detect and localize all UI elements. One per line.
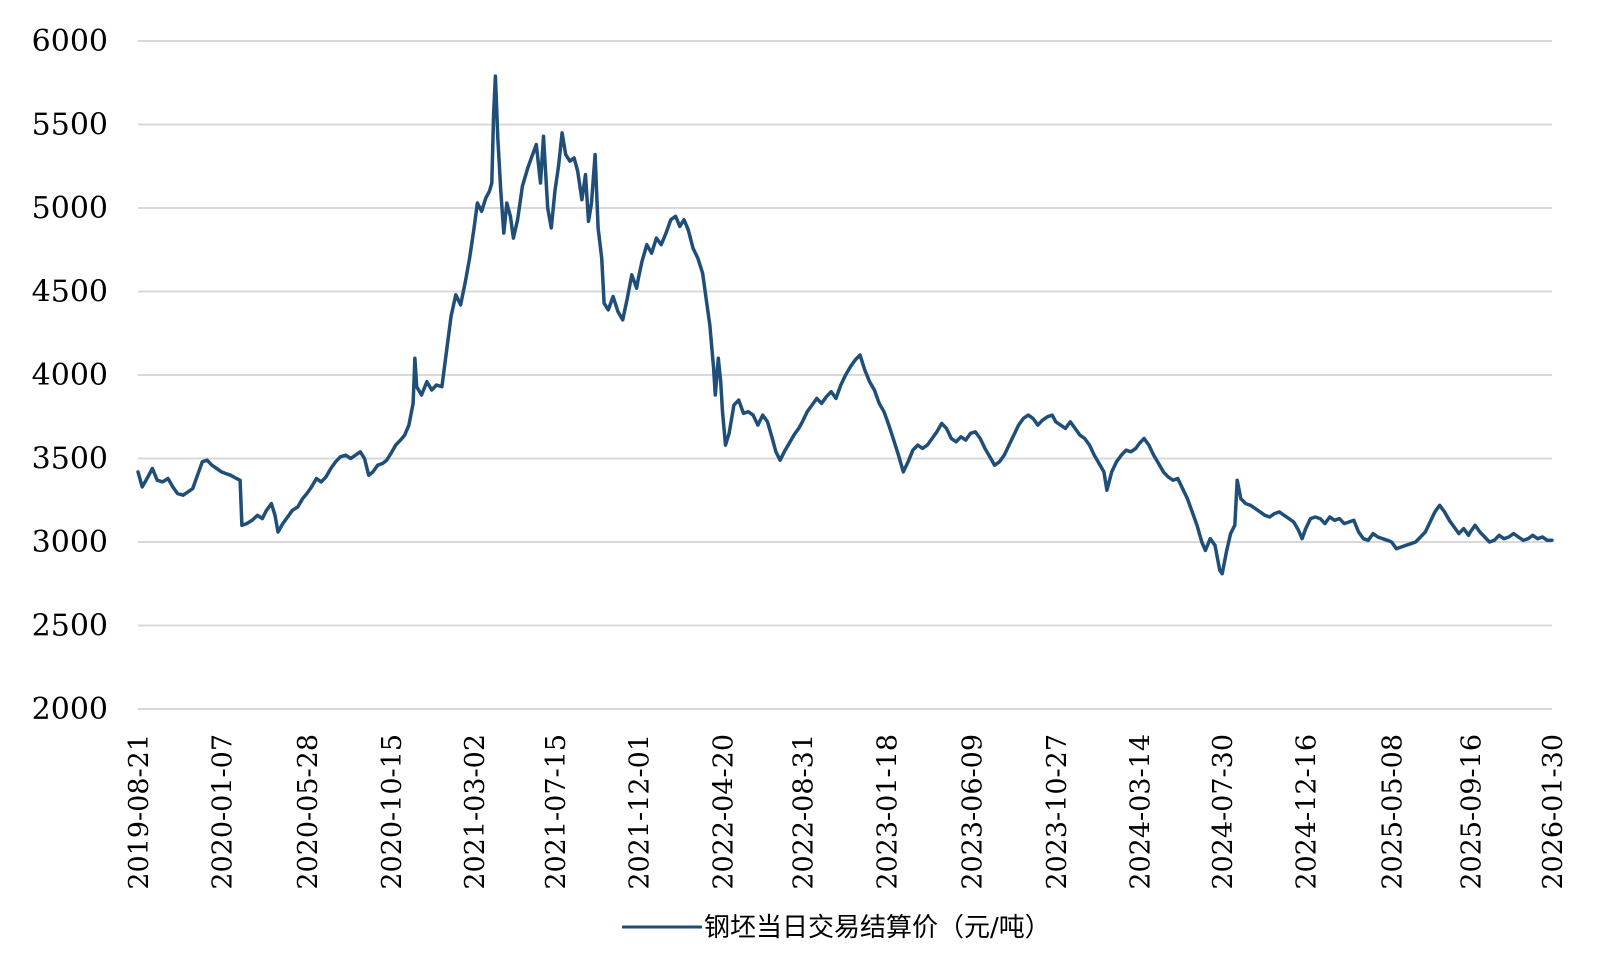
x-tick-label: 2025-09-16 <box>1456 734 1487 890</box>
x-tick-label: 2019-08-21 <box>124 734 155 890</box>
y-tick-label: 5000 <box>32 191 108 226</box>
x-tick-label: 2024-07-30 <box>1208 734 1239 890</box>
x-tick-label: 2024-03-14 <box>1125 734 1156 890</box>
y-axis: 2000 2500 3000 3500 4000 4500 5000 5500 6000 <box>32 24 108 727</box>
x-tick-label: 2023-10-27 <box>1042 734 1073 890</box>
x-tick-label: 2025-05-08 <box>1378 734 1409 890</box>
y-tick-label: 5500 <box>32 108 108 143</box>
x-tick-label: 2020-01-07 <box>207 734 238 890</box>
x-tick-label: 2023-01-18 <box>872 734 903 890</box>
y-tick-label: 4000 <box>32 358 108 393</box>
x-tick-label: 2021-12-01 <box>624 734 655 890</box>
series-line <box>136 74 1554 576</box>
y-tick-label: 2000 <box>32 692 108 727</box>
x-tick-label: 2022-08-31 <box>788 734 819 890</box>
x-tick-label: 2026-01-30 <box>1538 734 1569 890</box>
x-tick-label: 2023-06-09 <box>958 734 989 890</box>
y-tick-label: 6000 <box>32 24 108 59</box>
x-tick-label: 2024-12-16 <box>1292 734 1323 890</box>
x-axis: 2019-08-21 2020-01-07 2020-05-28 2020-10-15… <box>124 734 1569 890</box>
y-tick-label: 4500 <box>32 275 108 310</box>
legend: 钢坯当日交易结算价（元/吨） <box>622 913 1051 943</box>
y-tick-label: 2500 <box>32 609 108 644</box>
x-tick-label: 2022-04-20 <box>708 734 739 890</box>
x-tick-label: 2020-10-15 <box>377 734 408 890</box>
x-tick-label: 2021-07-15 <box>541 734 572 890</box>
series-layer <box>136 74 1554 576</box>
x-tick-label: 2021-03-02 <box>460 734 491 890</box>
x-tick-label: 2020-05-28 <box>293 734 324 890</box>
y-tick-label: 3500 <box>32 442 108 477</box>
y-tick-label: 3000 <box>32 525 108 560</box>
legend-label: 钢坯当日交易结算价（元/吨） <box>704 913 1051 943</box>
